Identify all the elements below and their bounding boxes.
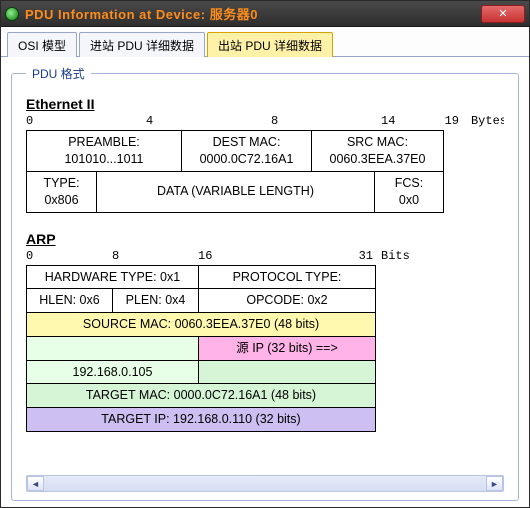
arp-plen: PLEN: 0x4 bbox=[113, 289, 199, 312]
groupbox-legend: PDU 格式 bbox=[26, 65, 91, 82]
table-row: 192.168.0.105 bbox=[27, 360, 375, 384]
eth-fcs-cell: FCS: 0x0 bbox=[375, 172, 443, 212]
eth-data-cell: DATA (VARIABLE LENGTH) bbox=[97, 172, 375, 212]
ethernet-header-table: PREAMBLE: 101010...1011 DEST MAC: 0000.0… bbox=[26, 130, 444, 213]
close-icon: ✕ bbox=[498, 7, 507, 20]
pdu-format-group: PDU 格式 Ethernet II 0 4 8 14 19 Bytes bbox=[11, 65, 519, 501]
ruler-unit: Bits bbox=[373, 249, 418, 265]
tab-bar: OSI 模型 进站 PDU 详细数据 出站 PDU 详细数据 bbox=[1, 27, 529, 57]
title-prefix: PDU Information at Device: bbox=[25, 7, 206, 22]
tab-inbound-pdu[interactable]: 进站 PDU 详细数据 bbox=[79, 32, 205, 57]
device-name: 服务器0 bbox=[210, 7, 258, 22]
ruler-tick: 0 bbox=[26, 249, 112, 265]
eth-type-cell: TYPE: 0x806 bbox=[27, 172, 97, 212]
pdu-info-window: PDU Information at Device: 服务器0 ✕ OSI 模型… bbox=[0, 0, 530, 508]
arp-target-mac: TARGET MAC: 0000.0C72.16A1 (48 bits) bbox=[27, 384, 375, 407]
tab-outbound-pdu[interactable]: 出站 PDU 详细数据 bbox=[207, 32, 333, 57]
close-button[interactable]: ✕ bbox=[481, 5, 525, 23]
table-row: TARGET IP: 192.168.0.110 (32 bits) bbox=[27, 407, 375, 431]
table-row: PREAMBLE: 101010...1011 DEST MAC: 0000.0… bbox=[27, 131, 443, 171]
arp-section: ARP 0 8 16 31 Bits HARDWARE TYPE: 0x1 bbox=[26, 231, 500, 432]
content-area: PDU 格式 Ethernet II 0 4 8 14 19 Bytes bbox=[1, 57, 529, 507]
ethernet-byte-ruler: 0 4 8 14 19 Bytes bbox=[26, 114, 500, 130]
tab-osi-model[interactable]: OSI 模型 bbox=[7, 32, 77, 57]
app-icon bbox=[5, 7, 19, 21]
arp-protocol-type: PROTOCOL TYPE: bbox=[199, 266, 375, 289]
scroll-pane[interactable]: Ethernet II 0 4 8 14 19 Bytes PREAMBLE: bbox=[26, 92, 504, 469]
table-row: HARDWARE TYPE: 0x1 PROTOCOL TYPE: bbox=[27, 266, 375, 289]
table-row: TYPE: 0x806 DATA (VARIABLE LENGTH) FCS: … bbox=[27, 171, 443, 212]
ruler-tick: 4 bbox=[146, 114, 271, 130]
arp-hardware-type: HARDWARE TYPE: 0x1 bbox=[27, 266, 199, 289]
eth-preamble-cell: PREAMBLE: 101010...1011 bbox=[27, 131, 182, 171]
arp-source-ip-left-pad bbox=[27, 337, 199, 360]
table-row: TARGET MAC: 0000.0C72.16A1 (48 bits) bbox=[27, 383, 375, 407]
arp-source-ip: 192.168.0.105 bbox=[27, 361, 199, 384]
arp-hlen: HLEN: 0x6 bbox=[27, 289, 113, 312]
arp-source-ip-label: 源 IP (32 bits) ==> bbox=[199, 337, 375, 360]
ruler-tick: 16 31 bbox=[198, 249, 373, 265]
arp-target-mac-pad bbox=[199, 361, 375, 384]
titlebar[interactable]: PDU Information at Device: 服务器0 ✕ bbox=[1, 1, 529, 27]
arp-source-mac: SOURCE MAC: 0060.3EEA.37E0 (48 bits) bbox=[27, 313, 375, 336]
arp-opcode: OPCODE: 0x2 bbox=[199, 289, 375, 312]
arp-title: ARP bbox=[26, 231, 500, 247]
scroll-track[interactable] bbox=[44, 476, 486, 491]
eth-destmac-cell: DEST MAC: 0000.0C72.16A1 bbox=[182, 131, 312, 171]
ruler-tick: 14 19 Bytes bbox=[381, 114, 441, 130]
table-row: HLEN: 0x6 PLEN: 0x4 OPCODE: 0x2 bbox=[27, 288, 375, 312]
scroll-right-icon[interactable]: ► bbox=[486, 476, 503, 491]
arp-header-table: HARDWARE TYPE: 0x1 PROTOCOL TYPE: HLEN: … bbox=[26, 265, 376, 432]
eth-srcmac-cell: SRC MAC: 0060.3EEA.37E0 bbox=[312, 131, 443, 171]
ruler-tick: 8 bbox=[271, 114, 381, 130]
table-row: SOURCE MAC: 0060.3EEA.37E0 (48 bits) bbox=[27, 312, 375, 336]
window-title: PDU Information at Device: 服务器0 bbox=[25, 4, 258, 23]
ethernet-title: Ethernet II bbox=[26, 96, 500, 112]
scroll-left-icon[interactable]: ◄ bbox=[27, 476, 44, 491]
arp-target-ip: TARGET IP: 192.168.0.110 (32 bits) bbox=[27, 408, 375, 431]
ruler-tick: 0 bbox=[26, 114, 146, 130]
horizontal-scrollbar[interactable]: ◄ ► bbox=[26, 475, 504, 492]
arp-bit-ruler: 0 8 16 31 Bits bbox=[26, 249, 500, 265]
ruler-tick: 8 bbox=[112, 249, 198, 265]
table-row: 源 IP (32 bits) ==> bbox=[27, 336, 375, 360]
